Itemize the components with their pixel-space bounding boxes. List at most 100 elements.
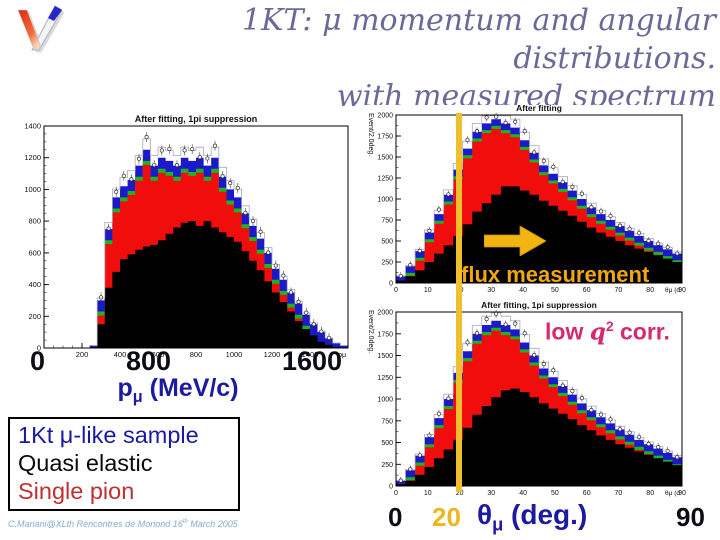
svg-text:0: 0 bbox=[394, 287, 398, 294]
svg-text:750: 750 bbox=[381, 418, 393, 425]
theta-axis-label-90: 90 bbox=[676, 502, 705, 532]
svg-text:70: 70 bbox=[615, 490, 623, 497]
svg-text:40: 40 bbox=[519, 287, 527, 294]
svg-text:250: 250 bbox=[381, 462, 393, 469]
svg-text:80: 80 bbox=[646, 287, 654, 294]
svg-text:600: 600 bbox=[28, 248, 41, 257]
footer-tail: March 2005 bbox=[187, 519, 238, 529]
svg-text:Event/2.0deg.: Event/2.0deg. bbox=[367, 113, 374, 156]
svg-text:70: 70 bbox=[615, 287, 623, 294]
pmu-momentum-histogram: After fitting, 1pi suppression 200 400 600 8… bbox=[8, 112, 356, 369]
svg-text:60: 60 bbox=[583, 287, 591, 294]
low-q2-label: low q2 corr. bbox=[545, 318, 670, 346]
svg-text:10: 10 bbox=[424, 287, 432, 294]
svg-text:0: 0 bbox=[37, 344, 41, 353]
svg-text:800: 800 bbox=[28, 217, 41, 226]
svg-text:90: 90 bbox=[678, 490, 686, 497]
svg-text:90: 90 bbox=[678, 287, 686, 294]
pmu-axis-label-1600: 1600 bbox=[282, 346, 343, 376]
slide-title: 1KT: μ momentum and angular distribution… bbox=[236, 2, 716, 116]
legend-item-quasi-elastic: Quasi elastic bbox=[18, 450, 153, 476]
svg-text:20: 20 bbox=[456, 490, 464, 497]
theta-base: θ bbox=[477, 499, 493, 530]
svg-text:800: 800 bbox=[190, 350, 203, 359]
svg-text:1000: 1000 bbox=[377, 397, 393, 404]
svg-text:80: 80 bbox=[646, 490, 654, 497]
svg-text:200: 200 bbox=[28, 312, 41, 321]
svg-text:30: 30 bbox=[487, 287, 495, 294]
svg-text:θμ (d: θμ (d bbox=[665, 287, 680, 294]
svg-text:30: 30 bbox=[487, 490, 495, 497]
svg-text:1500: 1500 bbox=[377, 353, 393, 360]
footer-main: C.Mariani@XLth Rencontres de Moriond 16 bbox=[8, 519, 183, 529]
svg-text:400: 400 bbox=[114, 350, 127, 359]
theta-sub: μ bbox=[492, 514, 504, 535]
svg-text:1200: 1200 bbox=[264, 350, 281, 359]
right-arrow-icon bbox=[484, 226, 546, 256]
svg-text:200: 200 bbox=[76, 350, 89, 359]
svg-text:40: 40 bbox=[519, 490, 527, 497]
svg-text:1400: 1400 bbox=[24, 122, 41, 131]
theta-axis-title: θμ (deg.) bbox=[477, 499, 587, 536]
svg-text:θμ (d: θμ (d bbox=[665, 490, 680, 497]
right-arrow-shape bbox=[484, 226, 546, 256]
legend-box: 1Kt μ-like sample Quasi elastic Single p… bbox=[8, 417, 240, 511]
theta-histogram-1pi-suppression: After fitting, 1pi suppression 0 10 20 30 40 5… bbox=[360, 296, 692, 513]
svg-text:1750: 1750 bbox=[377, 331, 393, 338]
svg-text:1250: 1250 bbox=[377, 176, 393, 183]
svg-text:2000: 2000 bbox=[377, 113, 393, 120]
pmu-axis-label-800: 800 bbox=[126, 346, 172, 376]
footer-credit: C.Mariani@XLth Rencontres de Moriond 16t… bbox=[8, 519, 238, 529]
flux-measurement-label: flux measurement bbox=[461, 262, 650, 287]
lowq2-sup: 2 bbox=[605, 318, 614, 334]
svg-text:1000: 1000 bbox=[377, 197, 393, 204]
pmu-sub: μ bbox=[132, 388, 143, 406]
svg-text:2000: 2000 bbox=[377, 310, 393, 317]
lowq2-pre: low bbox=[545, 318, 590, 345]
title-line-2: distributions. bbox=[513, 41, 716, 76]
pmu-base: p bbox=[117, 374, 133, 402]
lowq2-var: q bbox=[589, 318, 606, 346]
theta-axis-label-20: 20 bbox=[432, 502, 461, 532]
title-line-1: 1KT: μ momentum and angular bbox=[241, 3, 716, 38]
svg-text:Event/2.0deg.: Event/2.0deg. bbox=[367, 310, 374, 353]
svg-text:1000: 1000 bbox=[226, 350, 243, 359]
svg-text:1500: 1500 bbox=[377, 155, 393, 162]
pmu-histogram-plot: After fitting, 1pi suppression 200 400 600 8… bbox=[8, 112, 356, 364]
svg-text:After fitting: After fitting bbox=[516, 105, 562, 113]
svg-text:After fitting, 1pi suppression: After fitting, 1pi suppression bbox=[481, 300, 597, 310]
theta-top-plot: After fitting010203040506070809002505007… bbox=[360, 103, 692, 301]
svg-text:50: 50 bbox=[551, 287, 559, 294]
svg-text:0: 0 bbox=[389, 281, 393, 288]
svg-text:10: 10 bbox=[424, 490, 432, 497]
svg-text:1000: 1000 bbox=[24, 185, 41, 194]
svg-text:500: 500 bbox=[381, 239, 393, 246]
pmu-axis-label-0: 0 bbox=[30, 346, 46, 376]
svg-text:1200: 1200 bbox=[24, 153, 41, 162]
pmu-axis-title: pμ (MeV/c) bbox=[8, 374, 348, 407]
svg-text:1400: 1400 bbox=[302, 350, 319, 359]
svg-text:0: 0 bbox=[394, 490, 398, 497]
theta-axis-label-0: 0 bbox=[388, 502, 403, 532]
theta-rest: (deg.) bbox=[503, 499, 588, 530]
svg-text:1250: 1250 bbox=[377, 375, 393, 382]
svg-text:60: 60 bbox=[583, 490, 591, 497]
svg-text:0: 0 bbox=[389, 484, 393, 491]
lowq2-post: corr. bbox=[613, 318, 670, 345]
svg-text:500: 500 bbox=[381, 440, 393, 447]
theta-histogram-after-fitting: After fitting010203040506070809002505007… bbox=[360, 103, 692, 306]
pmu-rest: (MeV/c) bbox=[142, 374, 239, 402]
experiment-logo-icon bbox=[17, 5, 64, 53]
svg-text:After fitting, 1pi suppression: After fitting, 1pi suppression bbox=[135, 114, 258, 124]
legend-item-single-pion: Single pion bbox=[18, 478, 135, 504]
legend-item-mu-like: 1Kt μ-like sample bbox=[18, 422, 199, 448]
svg-text:400: 400 bbox=[28, 280, 41, 289]
svg-text:1750: 1750 bbox=[377, 134, 393, 141]
svg-text:750: 750 bbox=[381, 218, 393, 225]
theta20-cut-line bbox=[456, 113, 462, 492]
svg-text:50: 50 bbox=[551, 490, 559, 497]
svg-text:600: 600 bbox=[152, 350, 165, 359]
footer-sup: th bbox=[182, 519, 188, 525]
